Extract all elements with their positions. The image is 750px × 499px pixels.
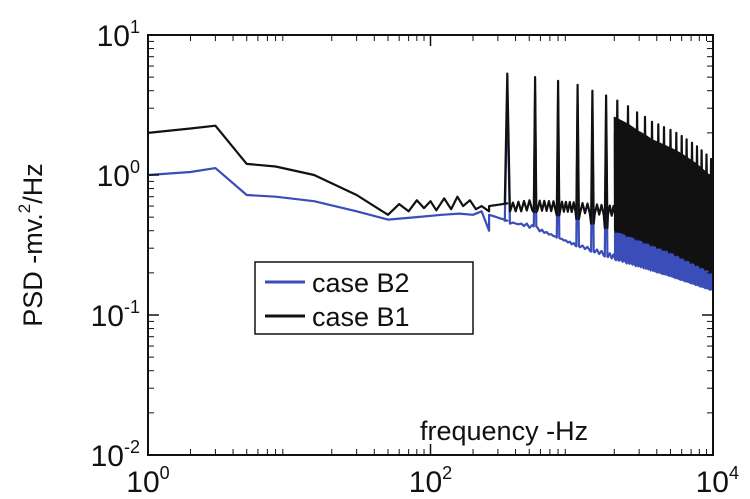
x-tick-label-exponent: 4 (729, 463, 739, 483)
legend-label-b2: case B2 (312, 268, 410, 298)
x-tick-label-base: 10 (696, 466, 729, 499)
x-tick-label: 102 (409, 463, 452, 499)
y-axis-label-base: PSD -mv. (18, 213, 48, 327)
y-tick-label: 100 (97, 157, 140, 193)
y-tick-label-exponent: 0 (130, 157, 140, 177)
y-axis-label: PSD -mv.2/Hz (15, 163, 48, 326)
x-tick-label-exponent: 2 (442, 463, 452, 483)
y-axis-label-exponent: 2 (15, 204, 34, 213)
y-axis-label-tail: /Hz (18, 163, 48, 204)
series-comb-case-b1 (613, 116, 714, 273)
x-tick-label-exponent: 0 (160, 463, 170, 483)
y-tick-label-exponent: -2 (124, 437, 140, 457)
legend-box (254, 261, 474, 335)
y-tick-label: 10-2 (91, 437, 140, 473)
y-tick-label: 10-1 (91, 297, 140, 333)
y-tick-label-base: 10 (91, 300, 124, 333)
legend: case B2 case B1 (254, 261, 474, 335)
y-tick-label-base: 10 (97, 20, 130, 53)
x-tick-label-base: 10 (409, 466, 442, 499)
x-tick-label-base: 10 (126, 466, 159, 499)
y-tick-label-base: 10 (91, 440, 124, 473)
y-tick-label-exponent: -1 (124, 297, 140, 317)
y-tick-label-exponent: 1 (130, 17, 140, 37)
y-tick-label: 101 (97, 17, 140, 53)
legend-label-b1: case B1 (312, 302, 410, 332)
x-tick-label: 100 (126, 463, 169, 499)
y-tick-label-base: 10 (97, 160, 130, 193)
x-tick-label: 104 (696, 463, 739, 499)
series-layer (147, 72, 714, 292)
x-axis-label: frequency -Hz (420, 416, 588, 446)
